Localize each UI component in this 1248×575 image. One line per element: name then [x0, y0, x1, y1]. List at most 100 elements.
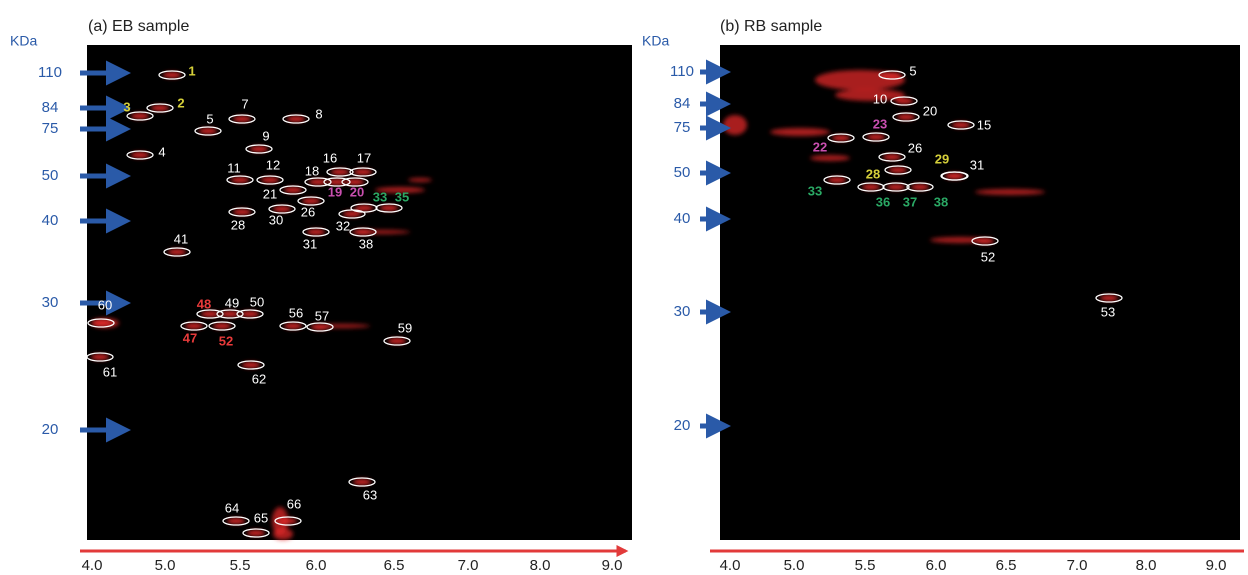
spot-blob	[388, 338, 406, 344]
spot-outline	[878, 70, 906, 80]
spot-blob	[242, 362, 260, 368]
spot-blob	[380, 205, 398, 211]
smear	[350, 230, 410, 234]
ph-label: 7.0	[458, 557, 479, 574]
spot-blob	[302, 198, 320, 204]
spot-label: 35	[395, 189, 409, 204]
spot-outline	[326, 167, 354, 177]
spot-blob	[911, 184, 929, 190]
mw-marker-label: 20	[42, 421, 59, 438]
spot-outline	[323, 177, 351, 187]
spot-label: 48	[197, 296, 211, 311]
mw-marker-label: 84	[674, 95, 691, 112]
spot-label: 32	[336, 218, 350, 233]
spot-label: 37	[903, 194, 917, 209]
spot-label: 30	[269, 212, 283, 227]
spot-label: 21	[263, 186, 277, 201]
spot-outline	[348, 477, 376, 487]
spot-label: 52	[981, 249, 995, 264]
spot-blob	[331, 169, 349, 175]
spot-outline	[827, 133, 855, 143]
spot-outline	[1095, 293, 1123, 303]
spot-outline	[242, 528, 270, 538]
spot-outline	[857, 182, 885, 192]
spot-label: 17	[357, 150, 371, 165]
spot-blob	[199, 128, 217, 134]
spot-label: 31	[970, 157, 984, 172]
ph-label: 8.0	[530, 557, 551, 574]
smear	[272, 507, 288, 535]
spot-label: 60	[98, 297, 112, 312]
spot-blob	[355, 205, 373, 211]
spot-label: 18	[305, 163, 319, 178]
ph-label: 4.0	[82, 557, 103, 574]
spot-outline	[906, 182, 934, 192]
spot-outline	[228, 207, 256, 217]
spot-label: 63	[363, 487, 377, 502]
ph-label: 7.0	[1067, 557, 1088, 574]
spot-blob	[867, 134, 885, 140]
spot-outline	[297, 196, 325, 206]
spot-label: 15	[977, 117, 991, 132]
spot-label: 23	[873, 116, 887, 131]
spot-blob	[221, 311, 239, 317]
mw-marker-label: 75	[42, 120, 59, 137]
spot-blob	[346, 179, 364, 185]
spot-blob	[307, 229, 325, 235]
ph-label: 6.0	[306, 557, 327, 574]
spot-outline	[971, 236, 999, 246]
spot-label: 28	[231, 217, 245, 232]
spot-blob	[889, 167, 907, 173]
spot-blob	[883, 154, 901, 160]
spot-label: 29	[935, 151, 949, 166]
mw-unit: KDa	[10, 33, 37, 49]
spot-outline	[208, 321, 236, 331]
spot-label: 59	[398, 320, 412, 335]
spot-label: 49	[225, 295, 239, 310]
spot-outline	[823, 175, 851, 185]
spot-label: 61	[103, 364, 117, 379]
spot-label: 20	[350, 184, 364, 199]
spot-label: 19	[328, 184, 342, 199]
spot-blob	[273, 206, 291, 212]
spot-blob	[231, 177, 249, 183]
gel-image-a	[87, 45, 632, 540]
ph-label: 9.0	[1206, 557, 1227, 574]
spot-blob	[151, 105, 169, 111]
spot-blob	[895, 98, 913, 104]
gel-image-b	[720, 45, 1240, 540]
spot-outline	[237, 360, 265, 370]
spot-blob	[284, 323, 302, 329]
spot-blob	[163, 72, 181, 78]
spot-blob	[887, 184, 905, 190]
spot-blob	[250, 146, 268, 152]
spot-blob	[343, 211, 361, 217]
spot-outline	[158, 70, 186, 80]
smear	[375, 187, 425, 193]
spot-blob	[131, 152, 149, 158]
spot-blob	[201, 311, 219, 317]
spot-blob	[233, 116, 251, 122]
spot-outline	[279, 321, 307, 331]
spot-label: 26	[908, 140, 922, 155]
spot-label: 12	[266, 157, 280, 172]
mw-marker-label: 50	[674, 164, 691, 181]
spot-label: 31	[303, 236, 317, 251]
ph-label: 8.0	[1136, 557, 1157, 574]
mw-marker-label: 40	[42, 212, 59, 229]
smear	[815, 70, 905, 90]
spot-label: 33	[373, 189, 387, 204]
spot-outline	[180, 321, 208, 331]
spot-blob	[353, 479, 371, 485]
mw-marker-label: 110	[38, 64, 62, 81]
spot-label: 11	[227, 160, 241, 175]
spot-outline	[306, 322, 334, 332]
spot-outline	[87, 318, 115, 328]
spot-blob	[354, 169, 372, 175]
spot-label: 47	[183, 330, 197, 345]
mw-marker-label: 30	[42, 294, 59, 311]
mw-marker-label: 84	[42, 99, 59, 116]
spot-label: 3	[123, 99, 130, 114]
spot-outline	[375, 203, 403, 213]
